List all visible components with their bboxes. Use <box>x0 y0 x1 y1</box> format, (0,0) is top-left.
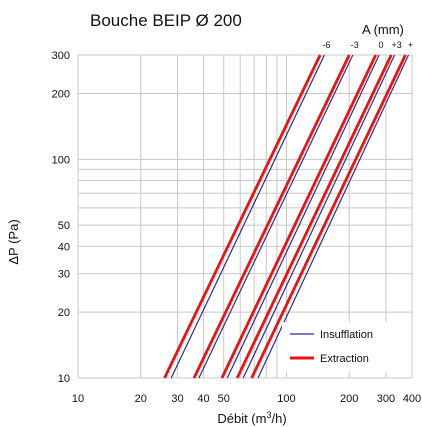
y-tick-label: 100 <box>52 154 70 166</box>
x-tick-label: 50 <box>218 393 230 405</box>
x-axis-label-end: /h) <box>271 411 286 426</box>
curve-extraction-2 <box>192 54 351 379</box>
curve-insufflation-1 <box>170 54 325 379</box>
opening-label: -6 <box>322 40 330 50</box>
legend-box <box>282 322 400 372</box>
curve-insufflation-3 <box>226 54 380 379</box>
y-axis-label: ΔP (Pa) <box>6 219 21 264</box>
y-tick-label: 40 <box>58 241 70 253</box>
curves <box>163 54 410 379</box>
curve-extraction-4 <box>235 54 393 379</box>
curve-insufflation-2 <box>198 54 354 379</box>
legend-label-insufflation: Insufflation <box>320 329 373 341</box>
curve-extraction-3 <box>220 54 377 379</box>
x-tick-label: 10 <box>72 393 84 405</box>
x-tick-label: 40 <box>197 393 209 405</box>
x-tick-label: 20 <box>135 393 147 405</box>
legend: Insufflation Extraction <box>282 322 400 372</box>
curve-extraction-1 <box>163 54 322 379</box>
y-tick-label: 10 <box>58 373 70 385</box>
x-tick-label: 30 <box>171 393 183 405</box>
x-axis-label: Débit (m3/h) <box>217 410 286 426</box>
legend-label-extraction: Extraction <box>320 353 369 365</box>
y-tick-label: 300 <box>52 50 70 62</box>
y-tick-label: 200 <box>52 89 70 101</box>
x-tick-labels: 10 20 30 40 50 100 200 300 400 <box>72 393 421 405</box>
x-axis-label-main: Débit (m <box>217 411 266 426</box>
opening-label: + <box>408 40 413 50</box>
opening-label: 0 <box>379 40 384 50</box>
opening-label: -3 <box>351 40 359 50</box>
x-axis-label-sup: 3 <box>266 410 271 420</box>
opening-labels: -6 -3 0 +3 + <box>322 40 413 50</box>
y-tick-labels: 10 20 30 40 50 100 200 300 <box>52 50 70 385</box>
x-tick-label: 100 <box>277 393 295 405</box>
y-tick-label: 50 <box>58 220 70 232</box>
opening-axis-title: A (mm) <box>362 22 404 37</box>
x-tick-label: 400 <box>403 393 421 405</box>
y-tick-label: 30 <box>58 269 70 281</box>
x-tick-label: 200 <box>340 393 358 405</box>
y-tick-label: 20 <box>58 307 70 319</box>
x-tick-label: 300 <box>377 393 395 405</box>
opening-label: +3 <box>391 40 401 50</box>
curve-extraction-5 <box>250 54 407 379</box>
chart-title: Bouche BEIP Ø 200 <box>90 11 242 30</box>
curve-insufflation-4 <box>242 54 396 379</box>
